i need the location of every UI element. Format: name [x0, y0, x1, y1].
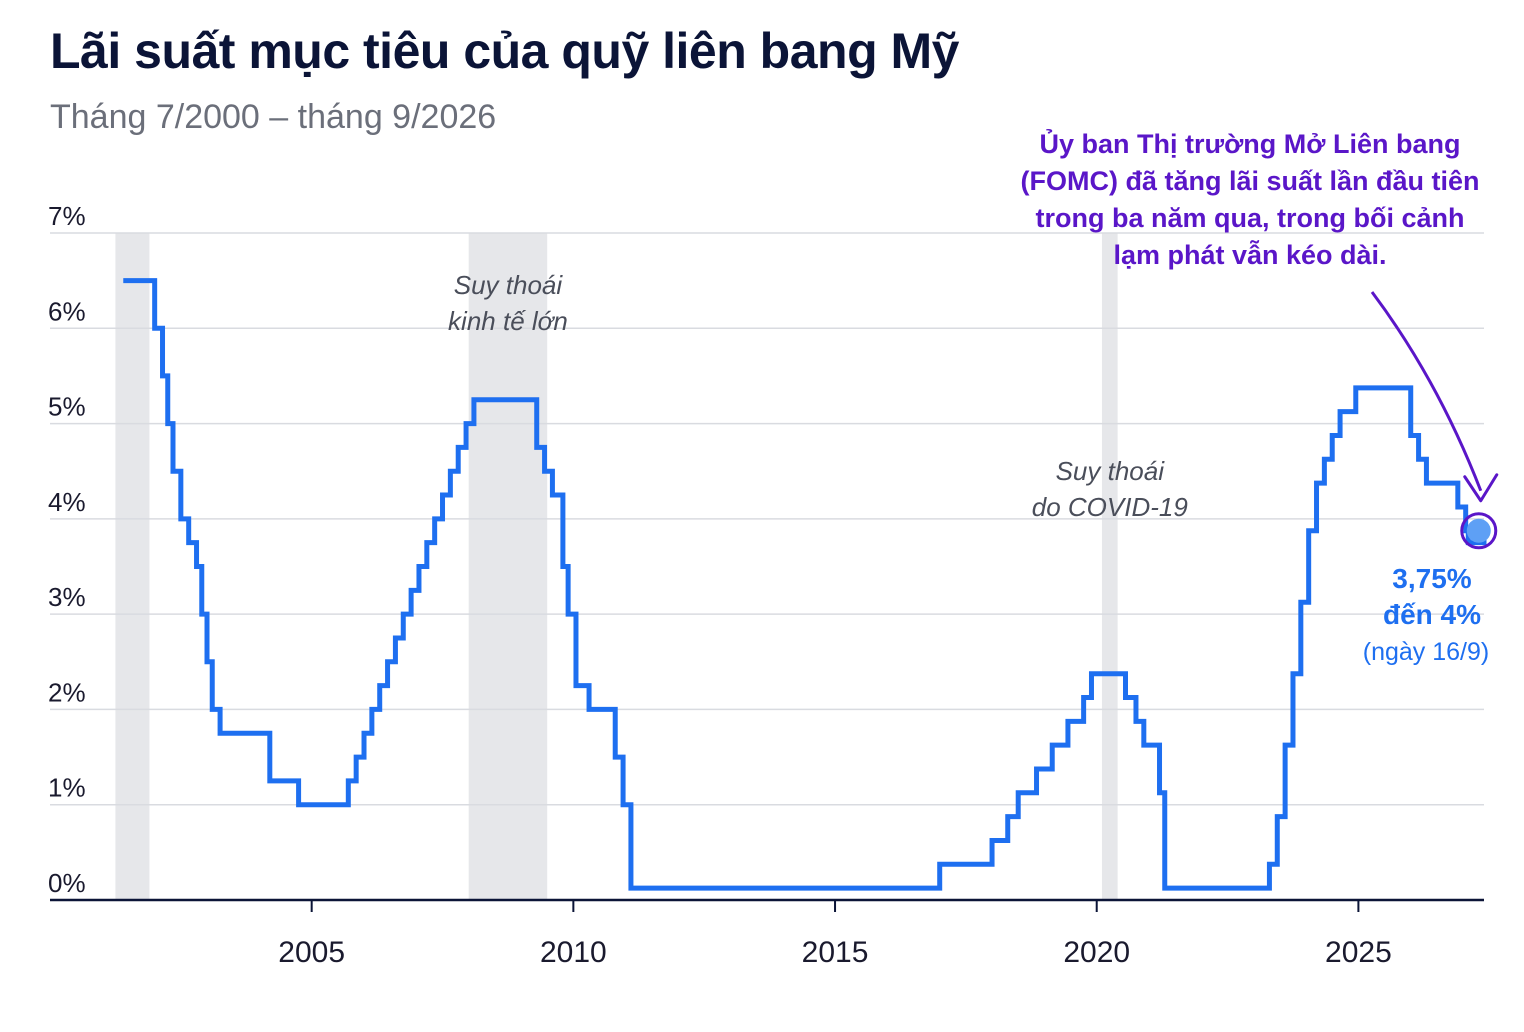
- recession-band-1: [468, 233, 548, 900]
- rate-series-line: [123, 278, 1487, 891]
- y-axis-ticks: 0% 1% 2% 3% 4% 5% 6% 7%: [48, 201, 86, 898]
- chart-subtitle: Tháng 7/2000 – tháng 9/2026: [50, 98, 497, 136]
- y-tick-label-7: 7%: [48, 201, 86, 231]
- recession-label-2-0: Suy thoái: [1056, 456, 1166, 486]
- y-tick-label-6: 6%: [48, 296, 86, 326]
- annotation-line-3: lạm phát vẫn kéo dài.: [1113, 239, 1386, 270]
- y-tick-label-1: 1%: [48, 773, 86, 803]
- end-value-line-1: đến 4%: [1383, 599, 1481, 630]
- x-tick-label-3: 2020: [1063, 936, 1130, 969]
- recession-label-1-1: kinh tế lớn: [448, 306, 568, 336]
- recession-band-2: [1101, 233, 1118, 900]
- annotation-line-2: trong ba năm qua, trong bối cảnh: [1036, 203, 1465, 233]
- x-tick-label-1: 2010: [540, 936, 607, 969]
- end-value-marker: 3,75% đến 4% (ngày 16/9): [1363, 512, 1498, 666]
- annotation-line-1: (FOMC) đã tăng lãi suất lần đầu tiên: [1020, 166, 1479, 196]
- annotation-arrowhead: [1463, 473, 1499, 503]
- recession-bands: [115, 233, 1118, 900]
- recession-labels: Suy thoái kinh tế lớn Suy thoái do COVID-19: [448, 270, 1188, 522]
- end-marker-ring: [1460, 512, 1498, 550]
- x-tick-label-2: 2015: [802, 936, 869, 969]
- annotation-line-0: Ủy ban Thị trường Mở Liên bang: [1040, 127, 1461, 159]
- y-tick-label-5: 5%: [48, 392, 86, 422]
- end-marker-dot: [1466, 518, 1491, 543]
- end-value-note: (ngày 16/9): [1363, 638, 1489, 666]
- annotation-arrow: [1370, 291, 1483, 492]
- y-tick-label-4: 4%: [48, 487, 86, 517]
- recession-label-1-0: Suy thoái: [454, 270, 564, 300]
- gridlines: [50, 232, 1484, 806]
- y-tick-label-2: 2%: [48, 677, 86, 707]
- recession-label-2-1: do COVID-19: [1032, 492, 1188, 522]
- y-tick-label-0: 0%: [48, 868, 86, 898]
- x-tick-label-0: 2005: [278, 936, 345, 969]
- x-axis-ticks: 2005 2010 2015 2020 2025: [278, 900, 1392, 969]
- y-tick-label-3: 3%: [48, 582, 86, 612]
- chart-title: Lãi suất mục tiêu của quỹ liên bang Mỹ: [50, 23, 959, 79]
- recession-band-0: [115, 233, 150, 900]
- end-value-line-0: 3,75%: [1392, 563, 1471, 594]
- fomc-annotation: Ủy ban Thị trường Mở Liên bang (FOMC) đã …: [1020, 127, 1499, 503]
- x-tick-label-4: 2025: [1325, 936, 1392, 969]
